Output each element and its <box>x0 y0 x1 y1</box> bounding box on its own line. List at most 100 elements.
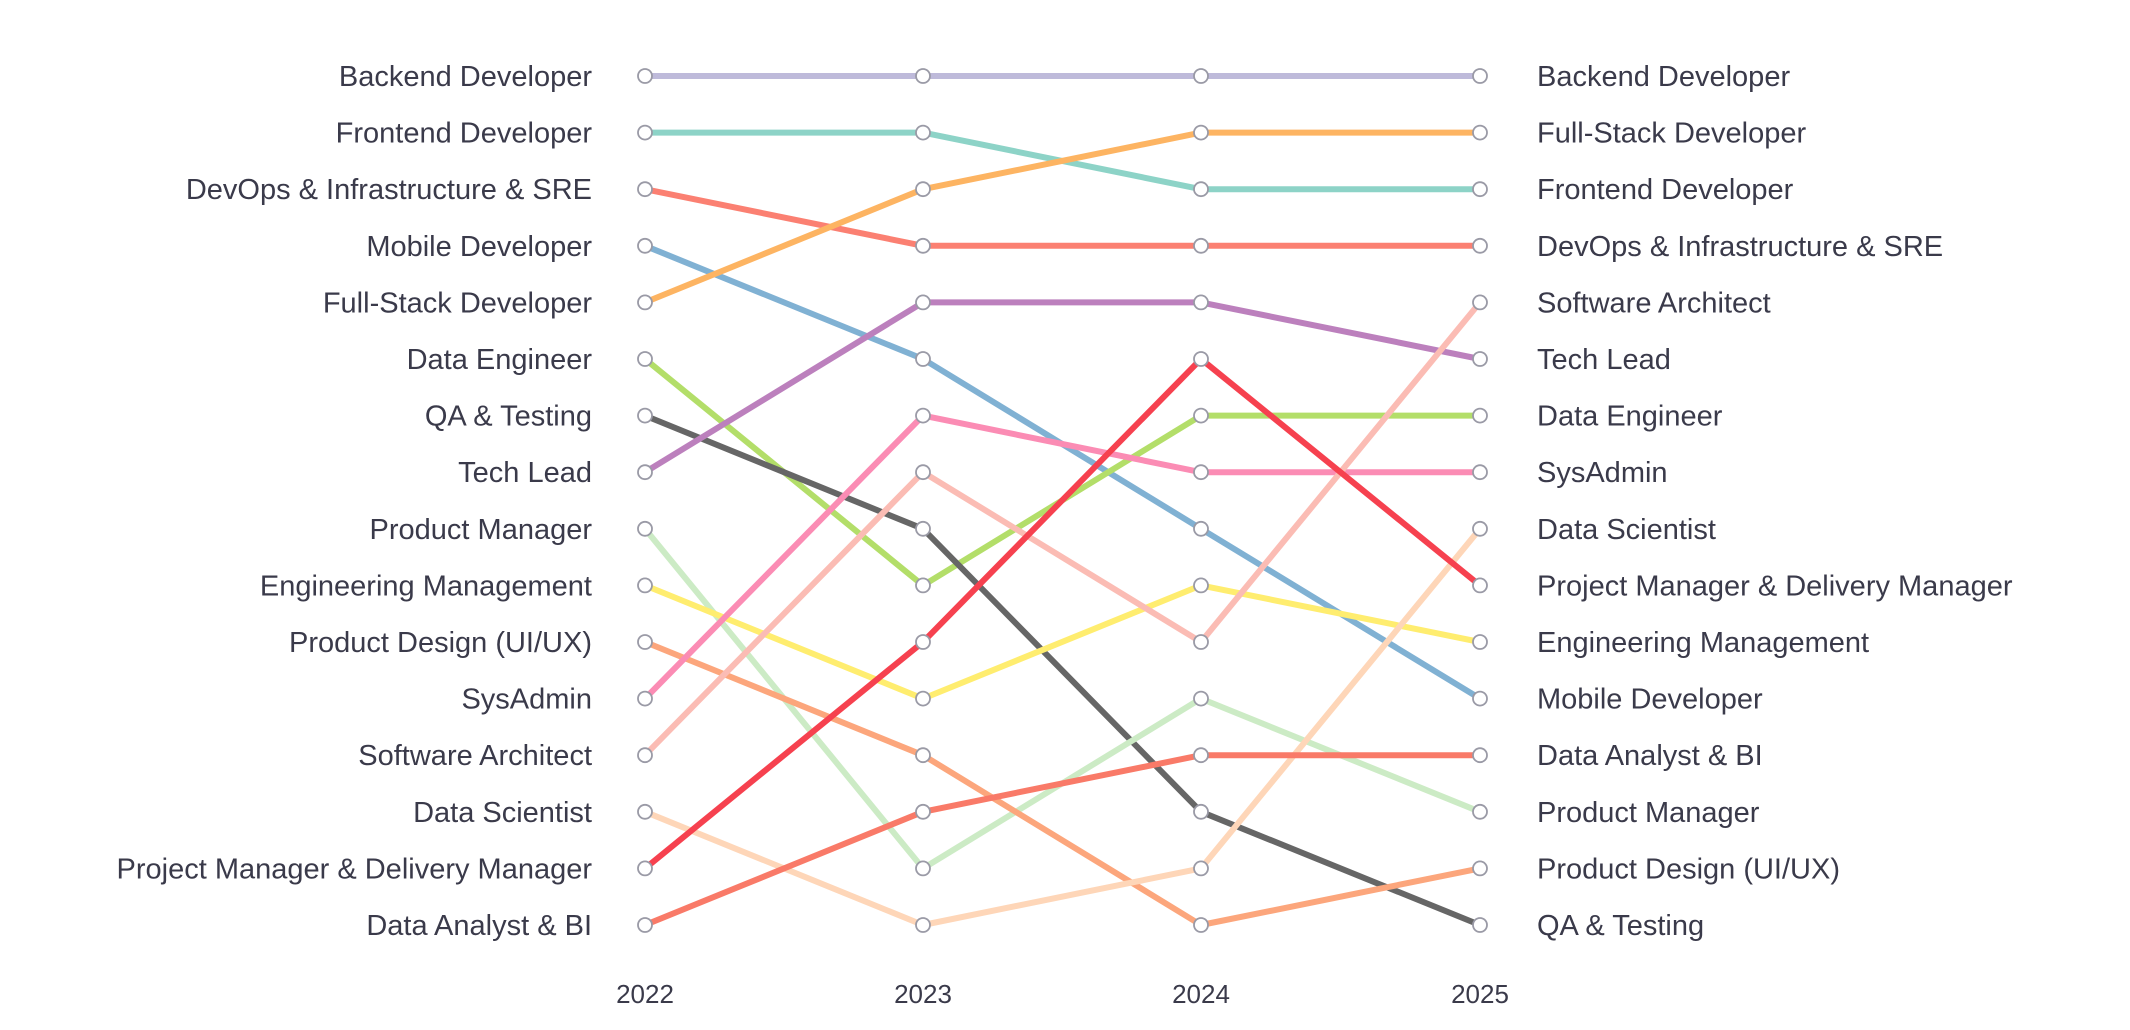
left-label-software-architect: Software Architect <box>358 740 592 772</box>
series-line-software-architect <box>642 300 1483 758</box>
right-label-engineering-management: Engineering Management <box>1537 627 1869 659</box>
point-data-analyst-bi-2022 <box>637 917 653 933</box>
point-engineering-management-2025 <box>1472 634 1488 650</box>
point-tech-lead-2024 <box>1193 294 1209 311</box>
x-tick-2024: 2024 <box>1172 979 1230 1009</box>
point-data-analyst-bi-2024 <box>1193 747 1209 764</box>
point-product-manager-2022 <box>637 520 653 537</box>
point-data-scientist-2024 <box>1193 860 1209 877</box>
series-markers <box>637 68 1488 933</box>
right-labels: Backend Developer Frontend Developer DevOp… <box>1537 61 2013 942</box>
x-tick-2023: 2023 <box>894 979 952 1009</box>
left-label-data-engineer: Data Engineer <box>407 344 593 376</box>
right-label-data-analyst-bi: Data Analyst & BI <box>1537 740 1763 772</box>
left-label-sysadmin: SysAdmin <box>461 684 592 716</box>
point-product-manager-2024 <box>1193 690 1209 707</box>
point-data-scientist-2023 <box>915 917 931 933</box>
point-qa-testing-2024 <box>1193 803 1209 820</box>
point-data-engineer-2023 <box>915 577 931 594</box>
x-tick-2025: 2025 <box>1451 979 1509 1009</box>
series-line-tech-lead <box>643 299 1481 475</box>
point-software-architect-2025 <box>1472 294 1488 311</box>
point-qa-testing-2025 <box>1472 917 1488 933</box>
point-mobile-developer-2023 <box>915 351 931 367</box>
series-line-data-analyst-bi <box>643 752 1480 928</box>
point-mobile-developer-2024 <box>1193 520 1209 537</box>
left-label-devops-infrastructure-sre: DevOps & Infrastructure & SRE <box>186 174 592 206</box>
point-product-manager-2025 <box>1472 803 1488 820</box>
series-line-product-design-ui-ux <box>643 639 1481 928</box>
point-product-design-ui-ux-2024 <box>1193 917 1209 933</box>
point-software-architect-2022 <box>637 747 653 764</box>
point-engineering-management-2023 <box>915 690 931 707</box>
point-full-stack-developer-2024 <box>1193 124 1209 141</box>
series-line-product-manager <box>642 526 1482 872</box>
point-backend-developer-2024 <box>1193 68 1209 84</box>
left-label-qa-testing: QA & Testing <box>425 401 592 433</box>
right-label-product-design-ui-ux: Product Design (UI/UX) <box>1537 853 1840 885</box>
right-label-mobile-developer: Mobile Developer <box>1537 684 1763 716</box>
point-devops-infrastructure-sre-2025 <box>1472 237 1488 254</box>
left-label-full-stack-developer: Full-Stack Developer <box>323 287 592 319</box>
point-engineering-management-2022 <box>637 577 653 594</box>
left-label-frontend-developer: Frontend Developer <box>336 118 593 150</box>
point-product-design-ui-ux-2025 <box>1472 860 1488 877</box>
point-project-manager-delivery-manager-2024 <box>1193 351 1209 367</box>
point-project-manager-delivery-manager-2023 <box>915 634 931 650</box>
series-line-full-stack-developer <box>643 129 1480 306</box>
point-devops-infrastructure-sre-2022 <box>637 181 653 198</box>
left-label-engineering-management: Engineering Management <box>260 570 592 602</box>
series-line-engineering-management <box>643 582 1481 702</box>
left-label-project-manager-delivery-manager: Project Manager & Delivery Manager <box>117 853 593 885</box>
point-sysadmin-2024 <box>1193 464 1209 481</box>
point-devops-infrastructure-sre-2024 <box>1193 237 1209 254</box>
right-label-sysadmin: SysAdmin <box>1537 457 1668 489</box>
point-product-design-ui-ux-2023 <box>915 747 931 764</box>
point-backend-developer-2025 <box>1472 68 1488 84</box>
series-line-devops-infrastructure-sre <box>644 186 1480 249</box>
point-data-scientist-2022 <box>637 803 653 820</box>
series-line-project-manager-delivery-manager <box>643 356 1482 871</box>
point-project-manager-delivery-manager-2022 <box>637 860 653 877</box>
point-mobile-developer-2022 <box>637 237 653 254</box>
point-qa-testing-2022 <box>637 407 653 424</box>
point-backend-developer-2023 <box>915 68 931 84</box>
left-label-data-analyst-bi: Data Analyst & BI <box>366 910 592 942</box>
right-label-software-architect: Software Architect <box>1537 287 1771 319</box>
point-tech-lead-2025 <box>1472 351 1488 367</box>
point-data-engineer-2025 <box>1472 407 1488 424</box>
point-product-design-ui-ux-2022 <box>637 634 653 650</box>
right-label-project-manager-delivery-manager: Project Manager & Delivery Manager <box>1537 570 2013 602</box>
left-label-tech-lead: Tech Lead <box>458 457 592 489</box>
point-data-scientist-2025 <box>1472 520 1488 537</box>
point-software-architect-2023 <box>915 464 931 481</box>
point-frontend-developer-2025 <box>1472 181 1488 198</box>
point-mobile-developer-2025 <box>1472 690 1488 707</box>
series-line-qa-testing <box>643 412 1482 928</box>
point-backend-developer-2022 <box>637 68 653 84</box>
right-label-full-stack-developer: Full-Stack Developer <box>1537 118 1806 150</box>
point-software-architect-2024 <box>1193 634 1209 650</box>
right-label-qa-testing: QA & Testing <box>1537 910 1704 942</box>
point-data-analyst-bi-2025 <box>1472 747 1488 764</box>
left-label-backend-developer: Backend Developer <box>339 61 592 93</box>
point-engineering-management-2024 <box>1193 577 1209 594</box>
point-tech-lead-2022 <box>637 464 653 481</box>
right-label-product-manager: Product Manager <box>1537 797 1760 829</box>
right-label-tech-lead: Tech Lead <box>1537 344 1671 376</box>
point-frontend-developer-2022 <box>637 124 653 141</box>
right-label-backend-developer: Backend Developer <box>1537 61 1790 93</box>
point-sysadmin-2022 <box>637 690 653 707</box>
point-sysadmin-2023 <box>915 407 931 424</box>
point-qa-testing-2023 <box>915 520 931 537</box>
right-label-data-engineer: Data Engineer <box>1537 401 1723 433</box>
point-project-manager-delivery-manager-2025 <box>1472 577 1488 594</box>
right-label-data-scientist: Data Scientist <box>1537 514 1716 546</box>
series-line-data-scientist <box>643 526 1483 928</box>
left-label-product-manager: Product Manager <box>370 514 593 546</box>
left-labels: Backend Developer Frontend Developer DevOp… <box>117 61 593 942</box>
left-label-data-scientist: Data Scientist <box>413 797 592 829</box>
point-full-stack-developer-2022 <box>637 294 653 311</box>
point-devops-infrastructure-sre-2023 <box>915 237 931 254</box>
